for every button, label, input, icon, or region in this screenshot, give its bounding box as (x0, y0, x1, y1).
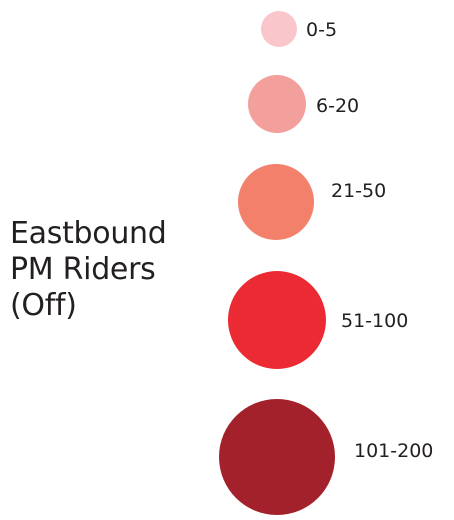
legend-item-6-20: 6-20 (248, 75, 359, 133)
legend-circle-6-20 (248, 75, 306, 133)
legend-circle-51-100 (228, 271, 326, 369)
legend-item-51-100: 51-100 (228, 271, 408, 369)
legend-label-0-5: 0-5 (306, 19, 337, 41)
legend-item-21-50: 21-50 (238, 164, 386, 240)
legend-title-line-3: (Off) (10, 288, 77, 323)
legend-title-line-1: Eastbound (10, 216, 167, 251)
legend-item-101-200: 101-200 (219, 399, 433, 515)
legend-label-51-100: 51-100 (341, 310, 408, 332)
legend-circle-21-50 (238, 164, 314, 240)
legend-label-6-20: 6-20 (316, 95, 359, 117)
legend-item-0-5: 0-5 (261, 11, 337, 47)
legend-title: Eastbound PM Riders (Off) (10, 216, 167, 324)
legend-circle-0-5 (261, 11, 297, 47)
legend-title-line-2: PM Riders (10, 252, 156, 287)
legend-circle-101-200 (219, 399, 335, 515)
legend-label-101-200: 101-200 (354, 440, 433, 462)
legend-label-21-50: 21-50 (331, 180, 386, 202)
